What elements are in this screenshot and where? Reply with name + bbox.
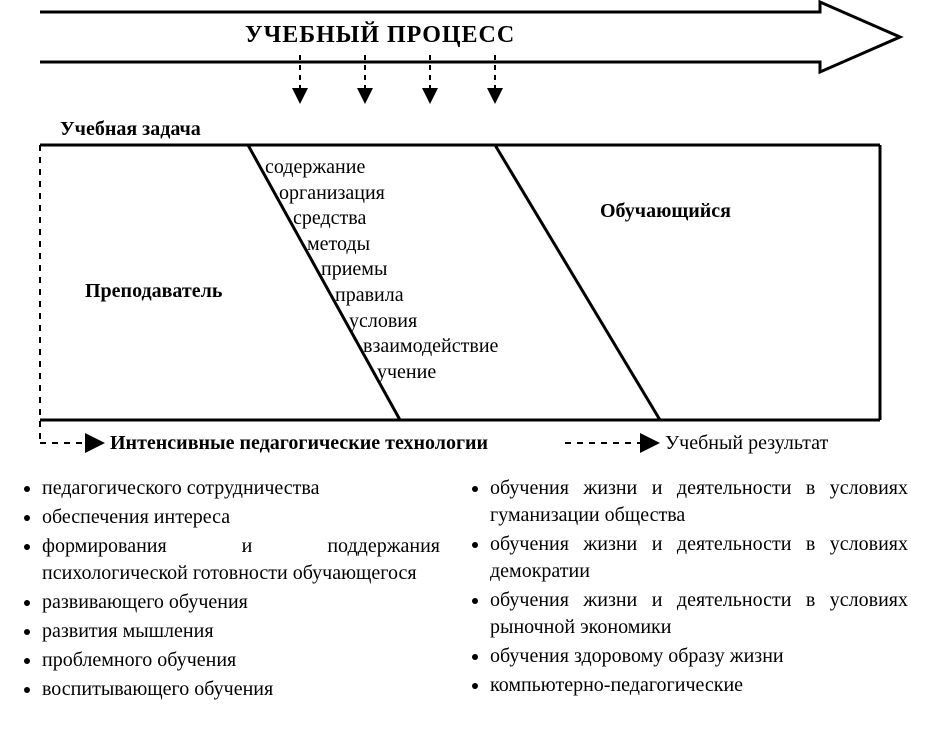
teacher-label: Преподаватель — [85, 280, 222, 303]
list-item: развивающего обучения — [42, 589, 440, 616]
center-term: содержание — [265, 155, 498, 181]
list-item: формирования и поддержания психологическ… — [42, 533, 440, 587]
technologies-label: Интенсивные педагогические технологии — [110, 432, 488, 455]
list-item: развития мышления — [42, 618, 440, 645]
center-term: организация — [265, 181, 498, 207]
diagram-canvas: УЧЕБНЫЙ ПРОЦЕСС Учебная задача Преподава… — [0, 0, 930, 740]
task-label: Учебная задача — [60, 118, 201, 141]
list-item: обучения жизни и деятельности в условиях… — [490, 475, 908, 529]
center-term: методы — [265, 232, 498, 258]
center-term: приемы — [265, 257, 498, 283]
list-item: педагогического сотрудничества — [42, 475, 440, 502]
list-item: воспитывающего обучения — [42, 676, 440, 703]
list-item: обучения жизни и деятельности в условиях… — [490, 587, 908, 641]
learner-label: Обучающийся — [600, 200, 731, 223]
list-item: обучения здоровому образу жизни — [490, 643, 908, 670]
center-term: учение — [265, 360, 498, 386]
process-title: УЧЕБНЫЙ ПРОЦЕСС — [245, 22, 515, 49]
list-item: компьютерно-педагогические — [490, 672, 908, 699]
center-term: правила — [265, 283, 498, 309]
center-terms: содержание организация средства методы п… — [265, 155, 498, 385]
center-term: взаимодействие — [265, 334, 498, 360]
center-term: средства — [265, 206, 498, 232]
list-item: проблемного обучения — [42, 647, 440, 674]
result-label: Учебный результат — [665, 432, 828, 455]
list-item: обучения жизни и деятельности в условиях… — [490, 531, 908, 585]
bullets-right: обучения жизни и деятельности в условиях… — [468, 475, 908, 701]
list-item: обеспечения интереса — [42, 504, 440, 531]
center-term: условия — [265, 309, 498, 335]
bullets-left: педагогического сотрудничества обеспечен… — [20, 475, 440, 705]
parallelogram-right-edge — [495, 145, 660, 420]
